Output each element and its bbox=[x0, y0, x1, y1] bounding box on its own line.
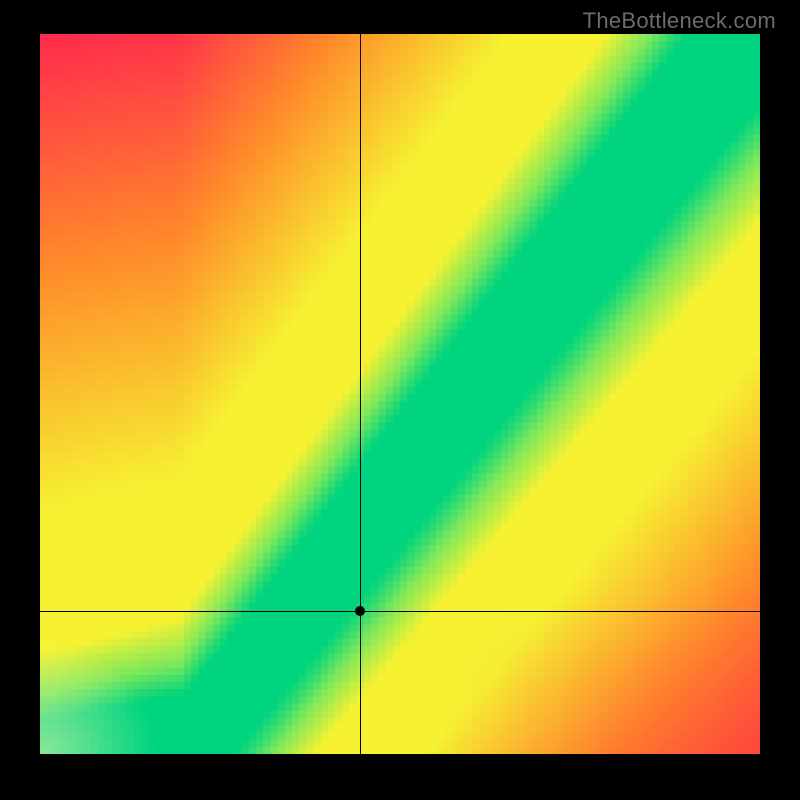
crosshair-horizontal bbox=[40, 611, 760, 612]
heatmap-canvas bbox=[40, 34, 760, 754]
crosshair-vertical bbox=[360, 34, 361, 754]
bottleneck-heatmap bbox=[40, 34, 760, 754]
crosshair-marker bbox=[355, 606, 365, 616]
watermark-text: TheBottleneck.com bbox=[583, 8, 776, 34]
